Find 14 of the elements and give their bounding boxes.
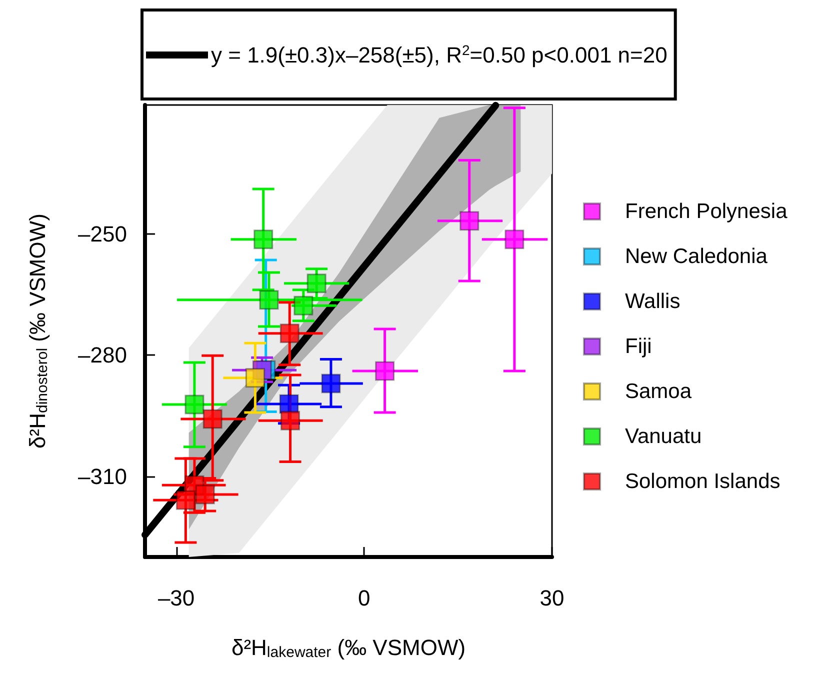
y-tick-label: –250 xyxy=(78,222,127,247)
legend-label: Solomon Islands xyxy=(625,470,780,493)
legend-label: Vanuatu xyxy=(625,425,702,448)
x-tick-label: –30 xyxy=(158,586,195,610)
x-tick-label: 0 xyxy=(358,586,370,610)
legend-label: New Caledonia xyxy=(625,245,768,268)
legend-label: French Polynesia xyxy=(625,200,788,223)
x-tick-label: 30 xyxy=(540,586,564,610)
y-tick-label: –280 xyxy=(78,342,127,368)
legend-label: Samoa xyxy=(625,380,692,403)
y-tick-label: –310 xyxy=(78,464,127,489)
y-axis-title: δ²Hdinosterol (‰ VSMOW) xyxy=(25,214,51,448)
legend-label: Fiji xyxy=(625,335,652,358)
legend-label: Wallis xyxy=(625,290,680,313)
